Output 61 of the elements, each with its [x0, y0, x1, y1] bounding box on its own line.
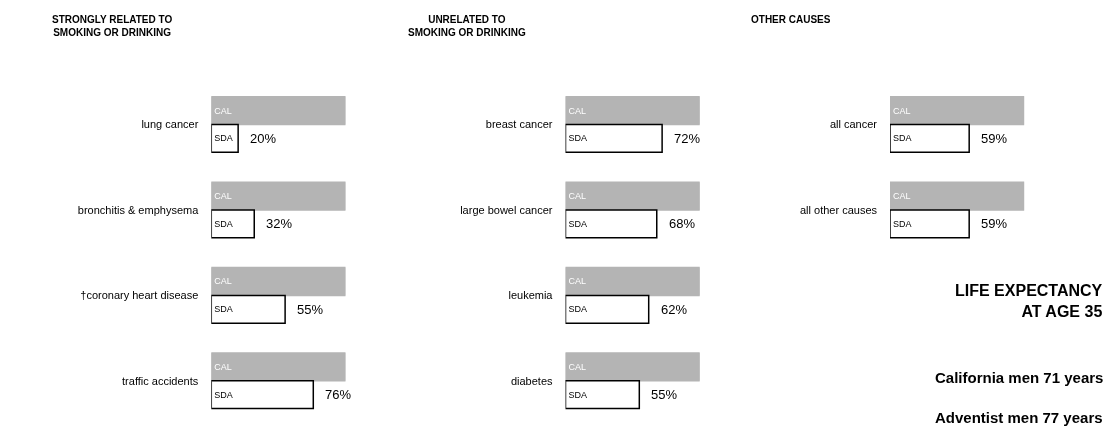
- y-tick-label: †coronary heart disease: [80, 289, 199, 302]
- text: SDA: [214, 218, 233, 229]
- text: CAL: [214, 276, 232, 287]
- bar: [211, 380, 315, 410]
- series-label: CAL: [568, 105, 587, 116]
- bar: [211, 95, 346, 126]
- y-tick-label: traffic accidents: [122, 374, 199, 387]
- bar: [211, 266, 346, 297]
- text: California men 71 years: [935, 369, 1104, 386]
- data-label: 62%: [661, 302, 688, 317]
- text: SDA: [568, 389, 588, 400]
- text: SDA: [214, 389, 233, 400]
- y-tick-label: all other causes: [799, 203, 878, 216]
- data-label: 72%: [674, 131, 701, 146]
- text: LIFE EXPECTANCY AT AGE 35: [955, 282, 1103, 320]
- y-tick-label: diabetes: [510, 374, 553, 387]
- text: OTHER CAUSES: [751, 14, 831, 25]
- text: CAL: [568, 361, 587, 372]
- y-tick-label: all cancer: [829, 118, 878, 131]
- text: UNRELATED TO SMOKING OR DRINKING: [408, 14, 526, 38]
- text: CAL: [568, 191, 587, 202]
- text: STRONGLY RELATED TO SMOKING OR DRINKING: [52, 14, 173, 38]
- text: CAL: [214, 361, 232, 372]
- data-label: 76%: [325, 387, 352, 402]
- text: SDA: [214, 304, 233, 315]
- bar: [565, 294, 650, 324]
- series-label: SDA: [214, 133, 233, 144]
- bar: [211, 294, 286, 324]
- bar: [565, 95, 700, 126]
- text: SDA: [568, 218, 588, 229]
- series-label: CAL: [214, 105, 232, 116]
- bar: [211, 181, 346, 211]
- text: SDA: [893, 218, 912, 229]
- data-label: 20%: [250, 131, 277, 146]
- bar: [565, 380, 641, 410]
- y-tick-label: bronchitis & emphysema: [77, 203, 200, 216]
- data-label: 32%: [266, 216, 293, 231]
- data-label: 59%: [981, 131, 1008, 146]
- y-tick-label: breast cancer: [485, 118, 553, 131]
- text: Adventist men 77 years: [935, 409, 1103, 426]
- text: CAL: [893, 191, 911, 202]
- data-label: 68%: [669, 216, 696, 231]
- bar: [565, 209, 658, 239]
- data-label: 59%: [981, 216, 1008, 231]
- y-tick-label: leukemia: [508, 289, 554, 302]
- text: SDA: [568, 304, 588, 315]
- series-label: CAL: [893, 105, 911, 116]
- series-label: SDA: [568, 133, 588, 144]
- bar: [211, 209, 255, 239]
- y-tick-label: lung cancer: [141, 118, 199, 131]
- bar: [565, 123, 663, 153]
- bar: [565, 181, 700, 211]
- bar: [565, 266, 700, 297]
- text: CAL: [214, 191, 232, 202]
- text: CAL: [568, 276, 587, 287]
- bar: [565, 352, 700, 382]
- y-tick-label: large bowel cancer: [460, 203, 553, 216]
- bar: [211, 352, 346, 382]
- series-label: SDA: [893, 133, 912, 144]
- data-label: 55%: [297, 302, 324, 317]
- data-label: 55%: [651, 387, 678, 402]
